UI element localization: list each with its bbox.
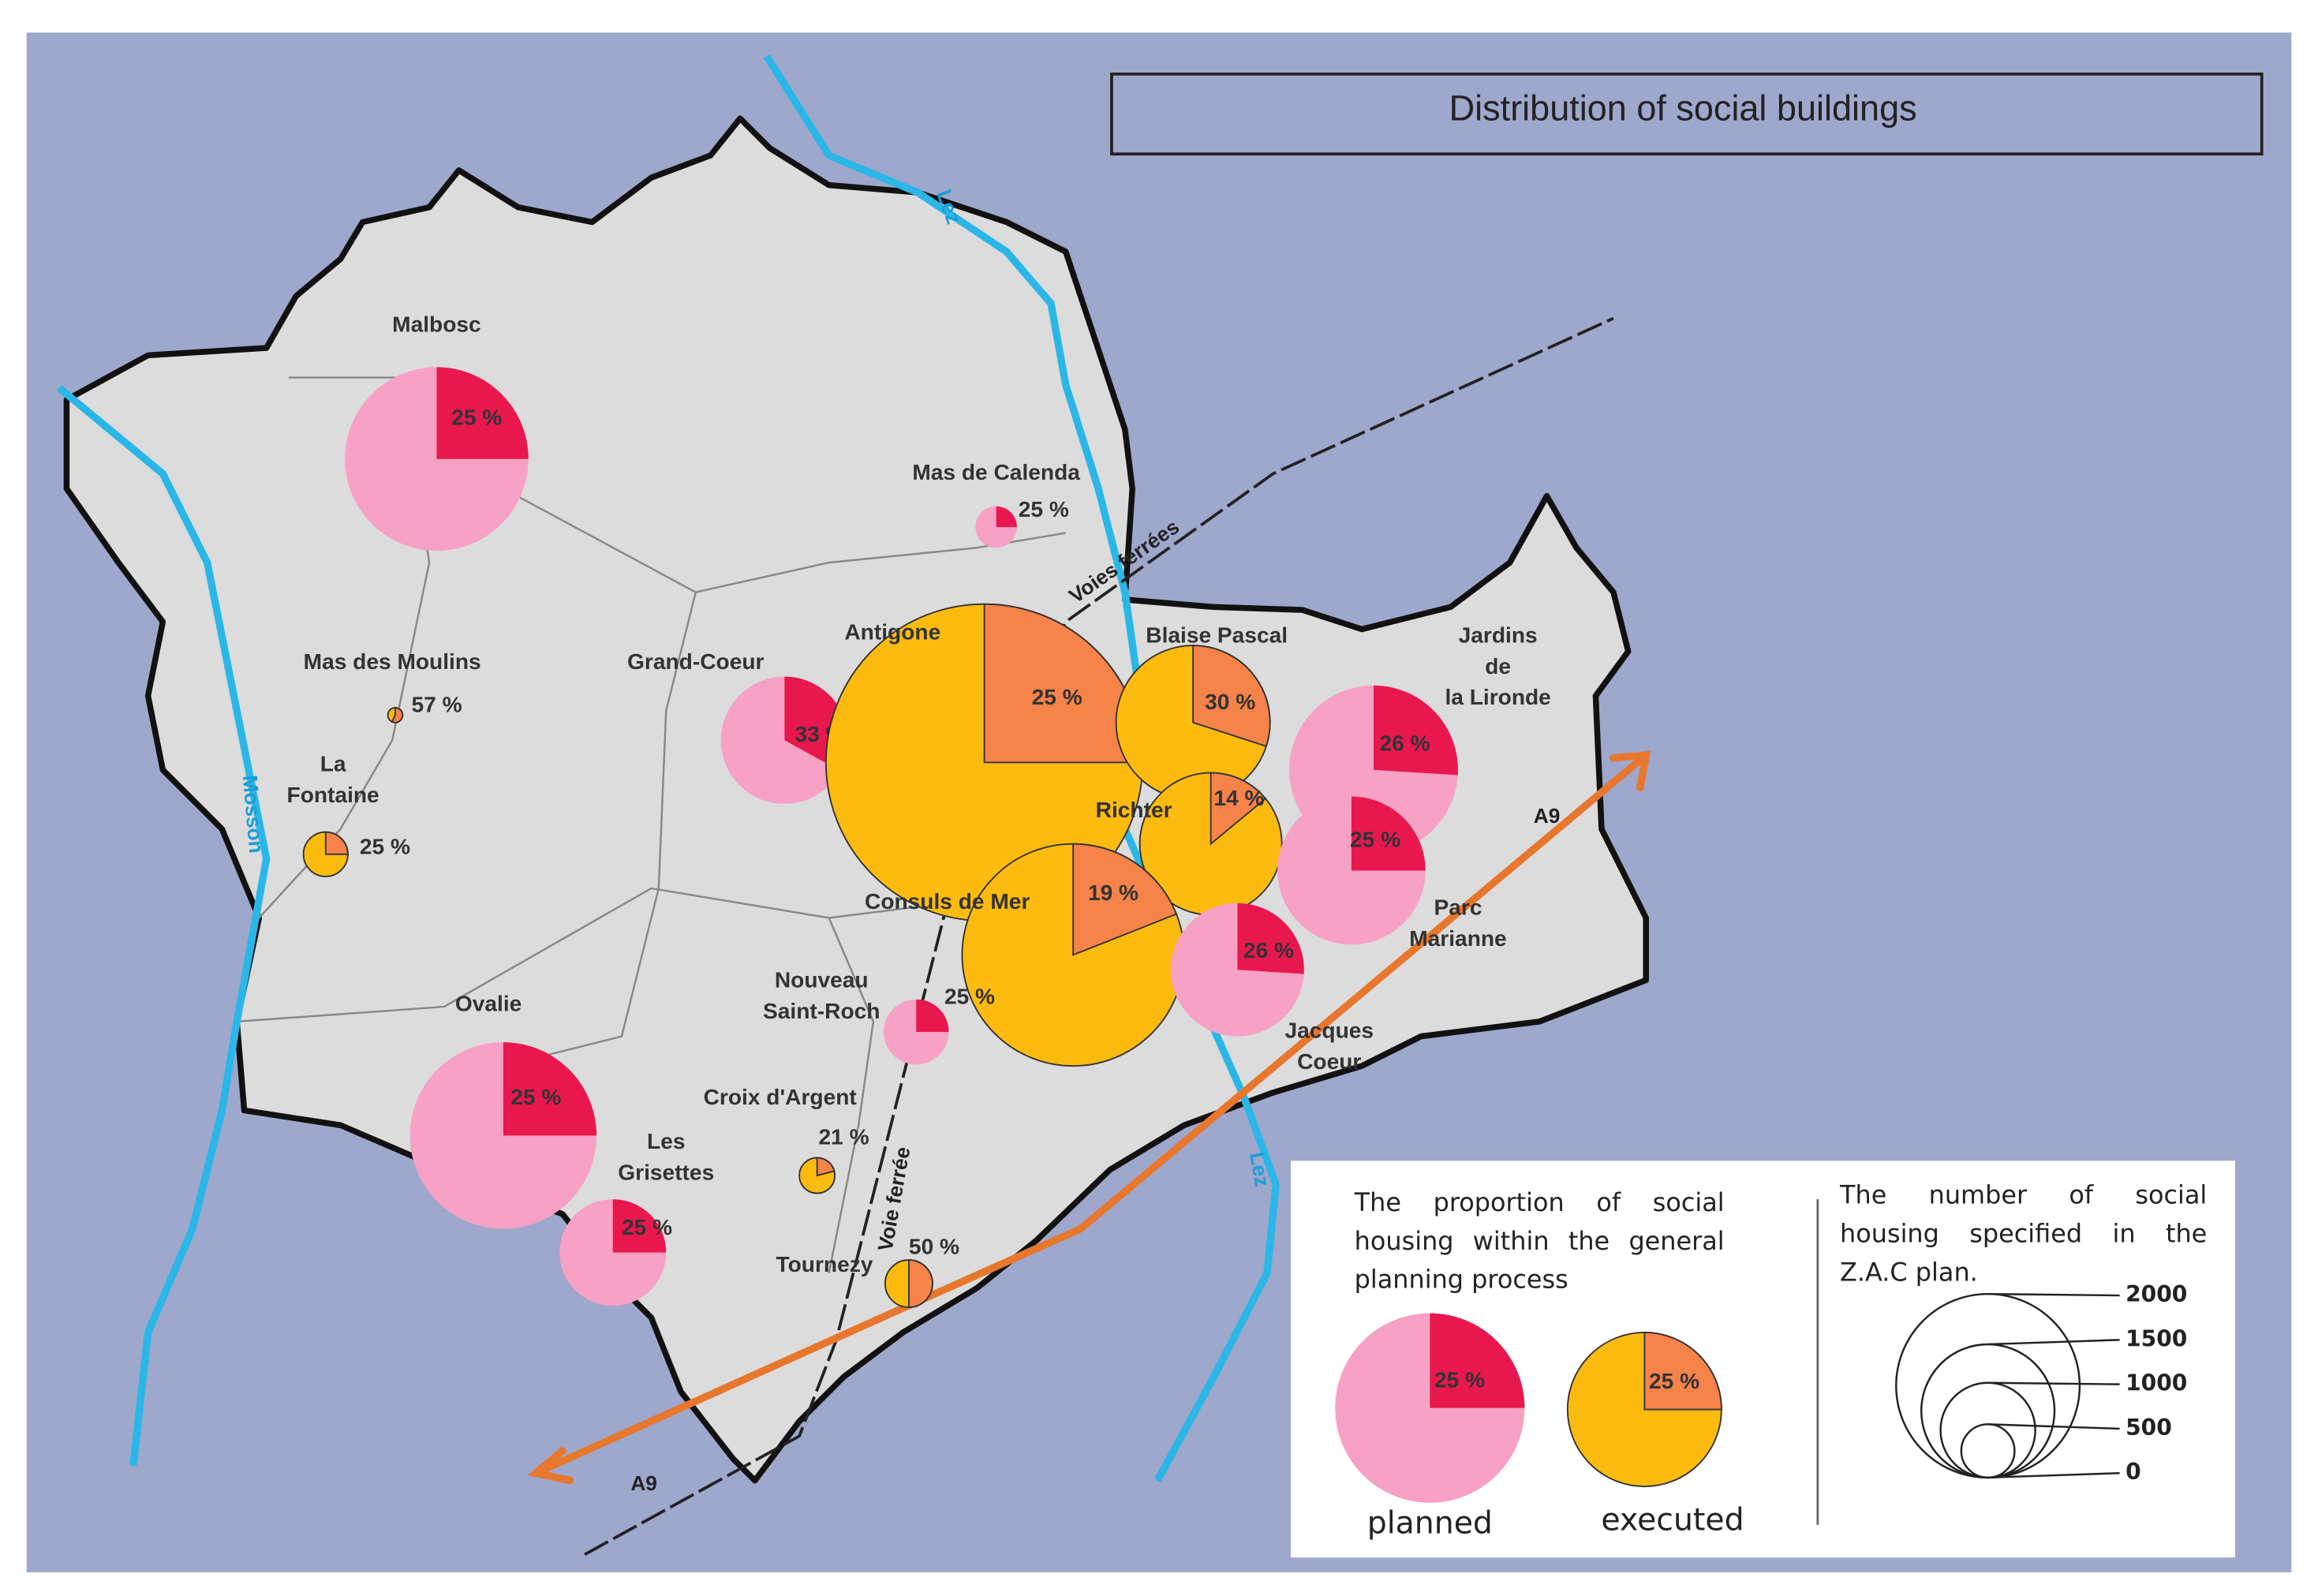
map-label: A9 xyxy=(1534,804,1561,828)
size-tick-label: 2000 xyxy=(2125,1281,2187,1307)
zone-percent: 25 % xyxy=(622,1215,672,1239)
zone-percent: 25 % xyxy=(360,835,410,859)
zone-name: Antigone xyxy=(844,620,940,645)
zone-name: la Lironde xyxy=(1445,685,1550,709)
zone-name: Ovalie xyxy=(455,992,522,1016)
zone-percent: 26 % xyxy=(1380,731,1430,755)
zone-name: Fontaine xyxy=(287,783,379,807)
zone-name: Mas des Moulins xyxy=(304,649,481,674)
pie-wedge xyxy=(1430,1313,1525,1408)
legend-size-title: The number of social housing specified i… xyxy=(1840,1181,2208,1288)
zone-percent: 25 % xyxy=(451,406,502,430)
zone-name: Blaise Pascal xyxy=(1146,622,1288,647)
pie-wedge xyxy=(1192,645,1271,748)
zone-percent: 25 % xyxy=(1019,497,1069,521)
size-leader xyxy=(1987,1339,2120,1346)
pie-wedge xyxy=(996,506,1017,528)
zone-name: Malbosc xyxy=(392,312,481,336)
legend-percent: 25 % xyxy=(1649,1369,1699,1393)
zone-name: Consuls de Mer xyxy=(865,889,1030,914)
size-tick-label: 1000 xyxy=(2125,1370,2187,1396)
pie-wedge xyxy=(1072,843,1178,956)
pie-wedge xyxy=(1374,685,1458,776)
zone-name: Saint-Roch xyxy=(763,999,880,1023)
legend-share-title: The proportion of social housing within … xyxy=(1354,1188,1725,1296)
size-leader xyxy=(1987,1292,2120,1297)
legend-percent: 25 % xyxy=(1434,1367,1485,1392)
zone-percent: 14 % xyxy=(1213,786,1264,810)
pie-wedge xyxy=(324,831,349,855)
pie-wedge xyxy=(1643,1332,1722,1411)
zone-name: Parc xyxy=(1434,895,1482,920)
map-title: Distribution of social buildings xyxy=(1449,88,1917,129)
pie-wedge xyxy=(1209,772,1267,846)
pie-wedge xyxy=(816,1157,836,1177)
pie-wedge xyxy=(1237,903,1304,974)
pie-wedge xyxy=(907,1259,933,1308)
pie-wedge xyxy=(391,707,404,723)
zone-name: Les xyxy=(647,1129,685,1153)
zone-percent: 25 % xyxy=(1350,827,1400,851)
zone-name: Tournezy xyxy=(776,1252,873,1276)
zone-name: Grand-Coeur xyxy=(627,649,764,674)
legend-share-title-box: The proportion of social housing within … xyxy=(1354,1188,1725,1296)
zone-name: La xyxy=(320,752,346,776)
pie-wedge xyxy=(916,999,949,1033)
zone-name: Nouveau xyxy=(775,968,869,992)
pie-wedge xyxy=(436,367,529,459)
rivers xyxy=(57,54,1280,1482)
map-label: Lez xyxy=(1245,1150,1274,1188)
zone-name: Mas de Calenda xyxy=(912,460,1080,484)
size-leader xyxy=(1987,1381,2120,1385)
zone-percent: 30 % xyxy=(1205,690,1255,714)
title-box xyxy=(1110,72,2264,156)
zone-name: Coeur xyxy=(1297,1049,1361,1074)
zone-name: Grisettes xyxy=(618,1161,714,1185)
zone-percent: 26 % xyxy=(1243,938,1294,962)
zone-name: de xyxy=(1485,654,1511,678)
zone-name: Croix d'Argent xyxy=(704,1085,858,1109)
zone-percent: 50 % xyxy=(909,1234,959,1258)
zone-name: Jardins xyxy=(1459,622,1538,647)
zone-percent: 19 % xyxy=(1088,880,1138,905)
zone-percent: 25 % xyxy=(944,984,995,1008)
pie-wedge xyxy=(1351,796,1426,871)
zone-name: Marianne xyxy=(1409,926,1506,951)
legend-planned-label: planned xyxy=(1367,1504,1493,1541)
size-tick-label: 0 xyxy=(2125,1459,2141,1485)
size-leader xyxy=(1987,1423,2120,1430)
legend-executed-label: executed xyxy=(1601,1502,1744,1538)
legend-size-title-box: The number of social housing specified i… xyxy=(1840,1181,2208,1288)
zone-percent: 25 % xyxy=(1032,685,1082,709)
size-leader xyxy=(1987,1472,2120,1479)
map-label: A9 xyxy=(630,1471,657,1495)
size-tick-label: 1500 xyxy=(2125,1325,2187,1351)
zone-name: Jacques xyxy=(1284,1018,1374,1042)
motorway xyxy=(527,750,1651,1485)
zone-percent: 21 % xyxy=(818,1125,869,1149)
zone-percent: 57 % xyxy=(412,693,462,717)
zone-name: Richter xyxy=(1096,798,1172,822)
size-tick-label: 500 xyxy=(2125,1415,2172,1441)
pie-wedge xyxy=(612,1199,667,1253)
pie-wedge xyxy=(503,1042,597,1136)
zone-percent: 25 % xyxy=(510,1085,561,1109)
